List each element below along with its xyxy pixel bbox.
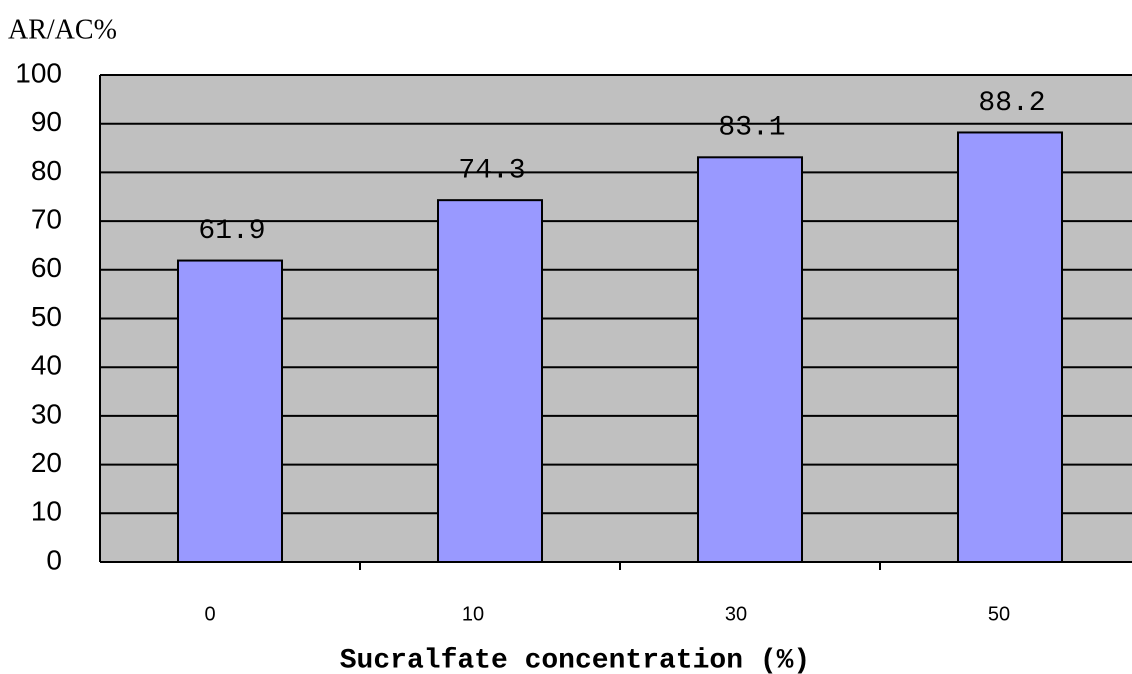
data-label: 61.9 <box>198 216 265 247</box>
x-tick-label: 30 <box>725 603 747 625</box>
y-tick-label: 20 <box>31 447 62 478</box>
y-tick-label: 100 <box>15 57 62 88</box>
y-tick-label: 30 <box>31 398 62 429</box>
y-tick-label: 70 <box>31 203 62 234</box>
y-tick-label: 80 <box>31 155 62 186</box>
x-axis-label: Sucralfate concentration (%) <box>340 645 810 674</box>
bar <box>177 259 283 563</box>
y-tick-label: 0 <box>46 544 62 575</box>
x-tick-label: 50 <box>988 603 1010 625</box>
bar <box>697 156 803 563</box>
x-tick-label: 10 <box>462 603 484 625</box>
y-tick-label: 10 <box>31 496 62 527</box>
bar <box>957 131 1063 563</box>
y-tick-label: 50 <box>31 301 62 332</box>
y-axis-label: AR/AC% <box>8 14 117 45</box>
data-label: 88.2 <box>978 88 1045 119</box>
x-tick-label: 0 <box>204 603 215 625</box>
data-label: 74.3 <box>458 156 525 187</box>
y-tick-label: 60 <box>31 252 62 283</box>
y-tick-label: 40 <box>31 350 62 381</box>
data-label: 83.1 <box>718 113 785 144</box>
y-tick-label: 90 <box>31 106 62 137</box>
bar <box>437 199 543 563</box>
